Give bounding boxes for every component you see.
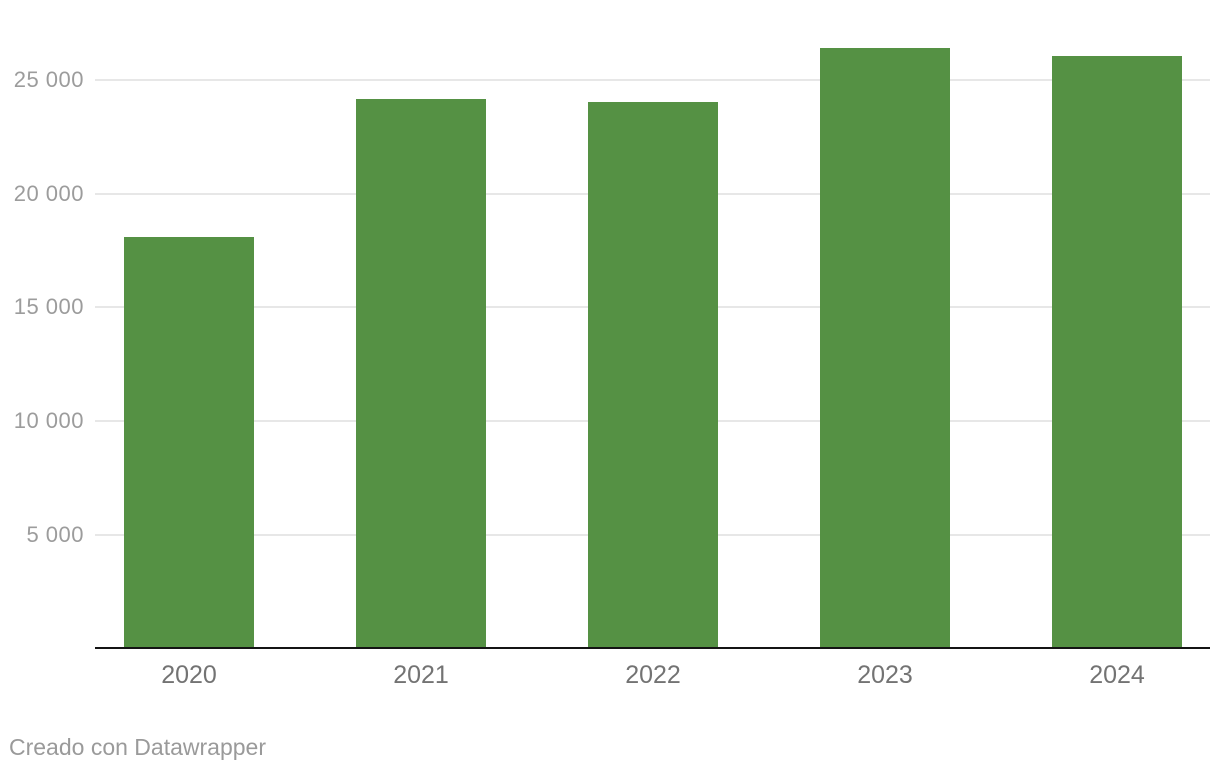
bar-2024[interactable] [1052, 55, 1182, 649]
y-tick-label: 25 000 [13, 66, 84, 92]
datawrapper-credit-link[interactable]: Creado con Datawrapper [9, 734, 266, 760]
y-tick-label: 20 000 [13, 180, 84, 206]
x-tick-label-2024: 2024 [1089, 661, 1145, 689]
bar-2021[interactable] [356, 99, 486, 649]
y-tick-label: 5 000 [26, 522, 84, 548]
bar-2023[interactable] [820, 47, 950, 649]
plot-area: 5 000 10 000 15 000 20 000 25 000 [13, 47, 1210, 649]
bar-2022[interactable] [588, 102, 718, 649]
x-tick-label-2023: 2023 [857, 661, 913, 689]
y-tick-label: 15 000 [13, 294, 84, 320]
gridline-25000 [95, 78, 1210, 81]
bar-2020[interactable] [124, 236, 254, 649]
y-tick-label: 10 000 [13, 408, 84, 434]
x-tick-label-2021: 2021 [393, 661, 449, 689]
x-tick-label-2020: 2020 [161, 661, 217, 689]
x-axis-line [95, 647, 1210, 649]
x-tick-label-2022: 2022 [625, 661, 681, 689]
